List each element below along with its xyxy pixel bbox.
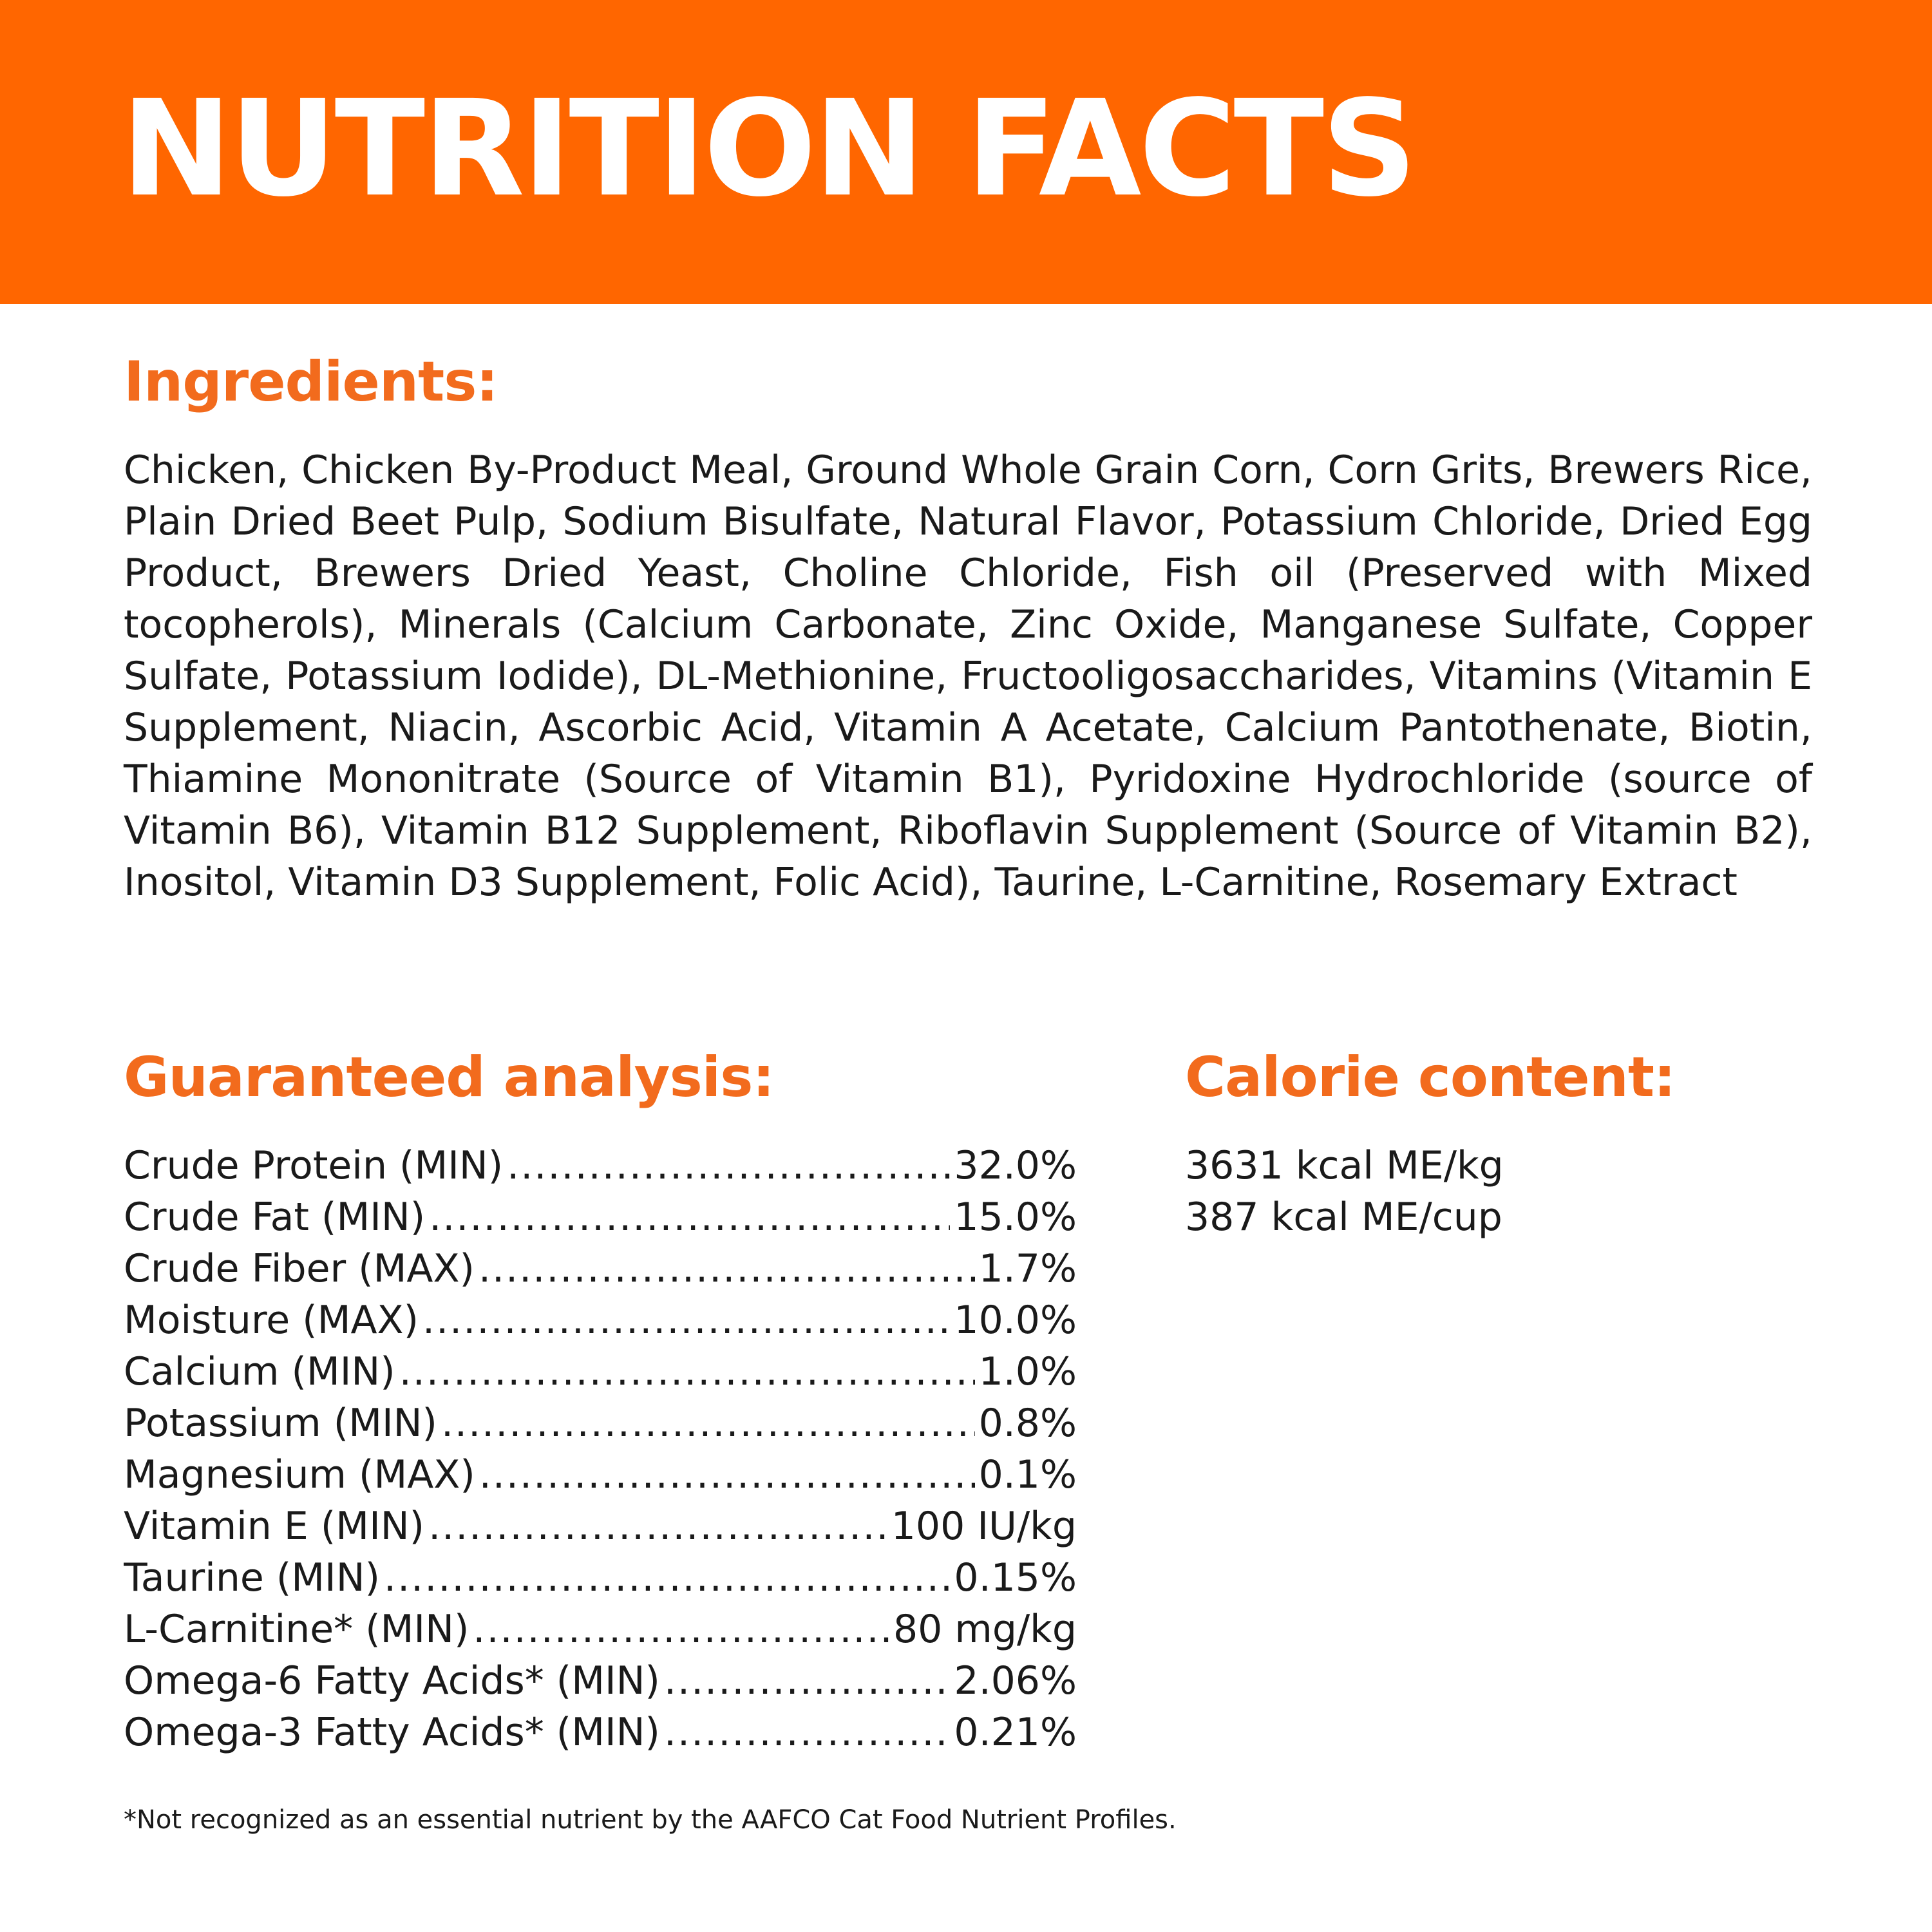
page-title: NUTRITION FACTS [121,71,1417,226]
analysis-row-moisture: Moisture (MAX) 10.0% [124,1294,1077,1346]
analysis-row-l-carnitine: L-Carnitine* (MIN) 80 mg/kg [124,1604,1077,1655]
dot-leader [664,1655,950,1707]
analysis-value: 0.15% [954,1555,1077,1600]
dot-leader [384,1552,950,1604]
calorie-line-per-kg: 3631 kcal ME/kg [1185,1143,1504,1188]
analysis-row-calcium: Calcium (MIN) 1.0% [124,1346,1077,1397]
analysis-row-omega-6: Omega-6 Fatty Acids* (MIN) 2.06% [124,1655,1077,1707]
analysis-row-potassium: Potassium (MIN) 0.8% [124,1397,1077,1449]
analysis-label: Potassium (MIN) [124,1401,437,1446]
analysis-value: 1.7% [978,1246,1077,1291]
calorie-content-heading: Calorie content: [1185,1045,1676,1110]
analysis-row-crude-fat: Crude Fat (MIN) 15.0% [124,1191,1077,1243]
analysis-value: 10.0% [954,1298,1077,1343]
analysis-value: 2.06% [954,1658,1077,1703]
analysis-value: 1.0% [978,1349,1077,1394]
analysis-row-taurine: Taurine (MIN) 0.15% [124,1552,1077,1604]
analysis-label: Calcium (MIN) [124,1349,395,1394]
dot-leader [399,1346,975,1397]
dot-leader [507,1140,950,1191]
guaranteed-analysis-heading: Guaranteed analysis: [124,1045,775,1110]
analysis-value: 0.8% [978,1401,1077,1446]
analysis-row-omega-3: Omega-3 Fatty Acids* (MIN) 0.21% [124,1707,1077,1758]
analysis-row-crude-fiber: Crude Fiber (MAX) 1.7% [124,1243,1077,1294]
analysis-value: 100 IU/kg [891,1504,1077,1549]
analysis-value: 0.1% [978,1452,1077,1497]
header-band: NUTRITION FACTS [0,0,1932,304]
guaranteed-analysis-list: Crude Protein (MIN) 32.0% Crude Fat (MIN… [124,1140,1077,1758]
analysis-label: Vitamin E (MIN) [124,1504,425,1549]
dot-leader [429,1191,950,1243]
analysis-value: 15.0% [954,1195,1077,1240]
dot-leader [422,1294,950,1346]
footnote: *Not recognized as an essential nutrient… [124,1805,1177,1835]
dot-leader [473,1604,889,1655]
analysis-label: Taurine (MIN) [124,1555,381,1600]
analysis-label: Crude Protein (MIN) [124,1143,504,1188]
analysis-value: 80 mg/kg [893,1607,1077,1652]
ingredients-heading: Ingredients: [124,350,498,414]
dot-leader [441,1397,975,1449]
analysis-label: Omega-3 Fatty Acids* (MIN) [124,1710,660,1755]
dot-leader [478,1243,975,1294]
dot-leader [664,1707,950,1758]
dot-leader [428,1501,887,1552]
analysis-row-crude-protein: Crude Protein (MIN) 32.0% [124,1140,1077,1191]
analysis-value: 0.21% [954,1710,1077,1755]
analysis-label: Omega-6 Fatty Acids* (MIN) [124,1658,660,1703]
analysis-row-magnesium: Magnesium (MAX) 0.1% [124,1449,1077,1501]
dot-leader [479,1449,975,1501]
analysis-row-vitamin-e: Vitamin E (MIN) 100 IU/kg [124,1501,1077,1552]
analysis-label: L-Carnitine* (MIN) [124,1607,469,1652]
calorie-line-per-cup: 387 kcal ME/cup [1185,1195,1502,1240]
analysis-label: Moisture (MAX) [124,1298,419,1343]
analysis-label: Crude Fiber (MAX) [124,1246,475,1291]
analysis-label: Crude Fat (MIN) [124,1195,426,1240]
ingredients-text: Chicken, Chicken By-Product Meal, Ground… [124,448,1812,905]
analysis-value: 32.0% [954,1143,1077,1188]
analysis-label: Magnesium (MAX) [124,1452,475,1497]
calorie-content-list: 3631 kcal ME/kg 387 kcal ME/cup [1185,1140,1504,1243]
